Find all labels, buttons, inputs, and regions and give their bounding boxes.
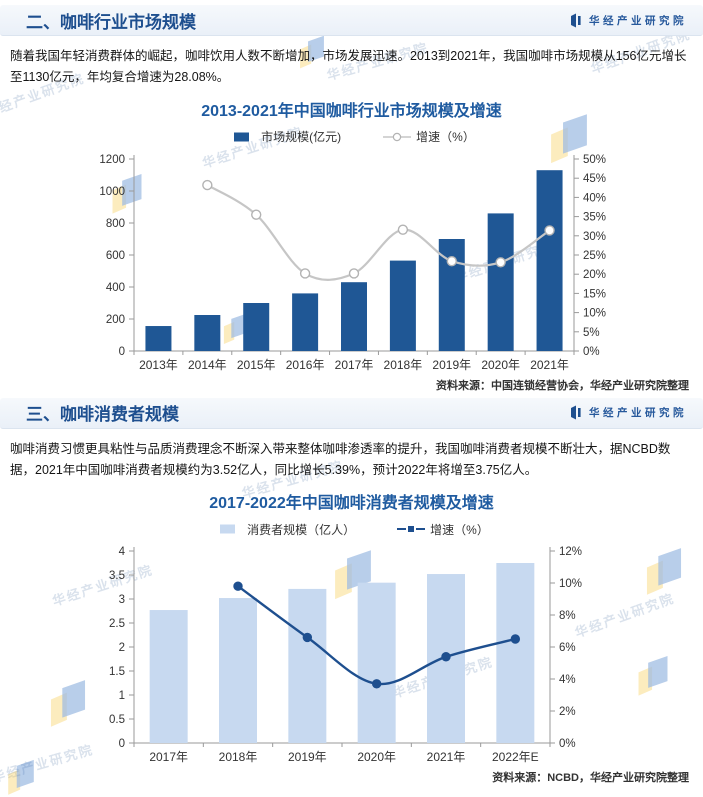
legend-item: 市场规模(亿元)	[228, 128, 341, 145]
svg-text:200: 200	[105, 314, 124, 326]
legend-item: 增速（%）	[383, 128, 475, 145]
svg-text:2014年: 2014年	[187, 358, 226, 372]
svg-text:0%: 0%	[583, 346, 600, 358]
svg-text:0: 0	[118, 738, 124, 750]
legend-label: 增速（%）	[416, 130, 475, 144]
svg-text:4: 4	[118, 546, 125, 558]
legend-item: 消费者规模（亿人）	[214, 521, 355, 538]
svg-text:10%: 10%	[583, 307, 606, 319]
svg-text:2%: 2%	[559, 706, 576, 718]
svg-text:4%: 4%	[559, 674, 576, 686]
svg-text:3: 3	[118, 594, 124, 606]
chart-legend: 消费者规模（亿人） 增速（%）	[0, 521, 703, 537]
svg-text:2022年E: 2022年E	[491, 750, 538, 764]
svg-text:2021年: 2021年	[426, 750, 465, 764]
svg-text:0%: 0%	[559, 738, 576, 750]
brand-logo: 华经产业研究院	[570, 405, 687, 420]
svg-text:50%: 50%	[583, 154, 606, 166]
svg-text:2018年: 2018年	[383, 358, 422, 372]
legend-line-marker-icon	[383, 132, 412, 141]
section-header: 三、咖啡消费者规模 华经产业研究院	[0, 397, 703, 429]
svg-text:40%: 40%	[583, 192, 606, 204]
svg-text:800: 800	[105, 218, 124, 230]
svg-text:45%: 45%	[583, 173, 606, 185]
section-title: 三、咖啡消费者规模	[26, 405, 179, 424]
svg-text:1.5: 1.5	[109, 666, 125, 678]
legend-label: 市场规模(亿元)	[261, 130, 342, 144]
svg-text:2021年: 2021年	[530, 358, 569, 372]
legend-line-marker-icon	[397, 526, 426, 532]
brand-name: 华经产业研究院	[589, 14, 687, 27]
brand-logo: 华经产业研究院	[570, 13, 687, 28]
svg-text:2017年: 2017年	[334, 358, 373, 372]
section-title: 二、咖啡行业市场规模	[26, 12, 196, 32]
svg-text:2019年: 2019年	[287, 750, 326, 764]
svg-text:0: 0	[118, 346, 124, 358]
svg-text:20%: 20%	[583, 269, 606, 281]
svg-text:2: 2	[118, 642, 124, 654]
page: 二、咖啡行业市场规模 华经产业研究院 随着我国年轻消费群体的崛起，咖啡饮用人数不…	[0, 5, 703, 785]
chart-title: 2013-2021年中国咖啡行业市场规模及增速	[201, 102, 502, 120]
legend-label: 消费者规模（亿人）	[247, 522, 356, 537]
svg-text:25%: 25%	[583, 250, 606, 262]
svg-text:2015年: 2015年	[236, 358, 275, 372]
svg-text:2016年: 2016年	[285, 358, 324, 372]
svg-text:1000: 1000	[99, 186, 125, 198]
chart-legend: 市场规模(亿元) 增速（%）	[0, 129, 703, 145]
svg-text:0.5: 0.5	[109, 714, 125, 726]
legend-bar-swatch-icon	[220, 524, 236, 534]
brand-name: 华经产业研究院	[589, 407, 687, 419]
svg-text:1: 1	[118, 690, 124, 702]
svg-text:2020年: 2020年	[481, 358, 520, 372]
brand-book-icon	[571, 405, 581, 420]
svg-text:15%: 15%	[583, 288, 606, 300]
legend-bar-swatch-icon	[234, 132, 250, 141]
svg-text:1200: 1200	[99, 154, 125, 166]
legend-item: 增速（%）	[397, 521, 489, 538]
svg-text:400: 400	[105, 282, 124, 294]
svg-text:6%: 6%	[559, 642, 576, 654]
paragraph: 随着我国年轻消费群体的崛起，咖啡饮用人数不断增加，市场发展迅速。2013到202…	[10, 49, 687, 85]
svg-text:8%: 8%	[559, 610, 576, 622]
svg-text:2018年: 2018年	[218, 750, 257, 764]
svg-text:2020年: 2020年	[357, 750, 396, 764]
svg-text:2.5: 2.5	[109, 618, 125, 630]
paragraph: 咖啡消费习惯更具粘性与品质消费理念不断深入带来整体咖啡渗透率的提升，我国咖啡消费…	[10, 441, 671, 477]
svg-text:35%: 35%	[583, 211, 606, 223]
market-scale-chart: 0 200 400 600 800 1000 1200 0% 5% 10% 15% 20% 25% 30%…	[99, 154, 606, 372]
svg-text:30%: 30%	[583, 230, 606, 242]
chart-title: 2017-2022年中国咖啡消费者规模及增速	[209, 495, 494, 512]
consumer-scale-chart: 0 0.5 1 1.5 2 2.5 3 3.5 4 0% 2% 4% 6% 8% 10% 12% 2017年 20…	[109, 546, 582, 764]
svg-text:2019年: 2019年	[432, 358, 471, 372]
brand-book-icon	[571, 13, 581, 27]
legend-label: 增速（%）	[430, 522, 489, 537]
svg-text:2017年: 2017年	[149, 750, 188, 764]
svg-text:5%: 5%	[583, 326, 600, 338]
source-note: 资料来源：NCBD，华经产业研究院整理	[492, 772, 689, 784]
svg-text:3.5: 3.5	[109, 570, 125, 582]
svg-text:12%: 12%	[559, 546, 582, 558]
svg-text:2013年: 2013年	[139, 358, 178, 372]
section-header: 二、咖啡行业市场规模 华经产业研究院	[0, 5, 703, 36]
source-note: 资料来源：中国连锁经营协会，华经产业研究院整理	[436, 379, 689, 392]
svg-text:10%: 10%	[559, 578, 582, 590]
svg-text:600: 600	[105, 250, 124, 262]
